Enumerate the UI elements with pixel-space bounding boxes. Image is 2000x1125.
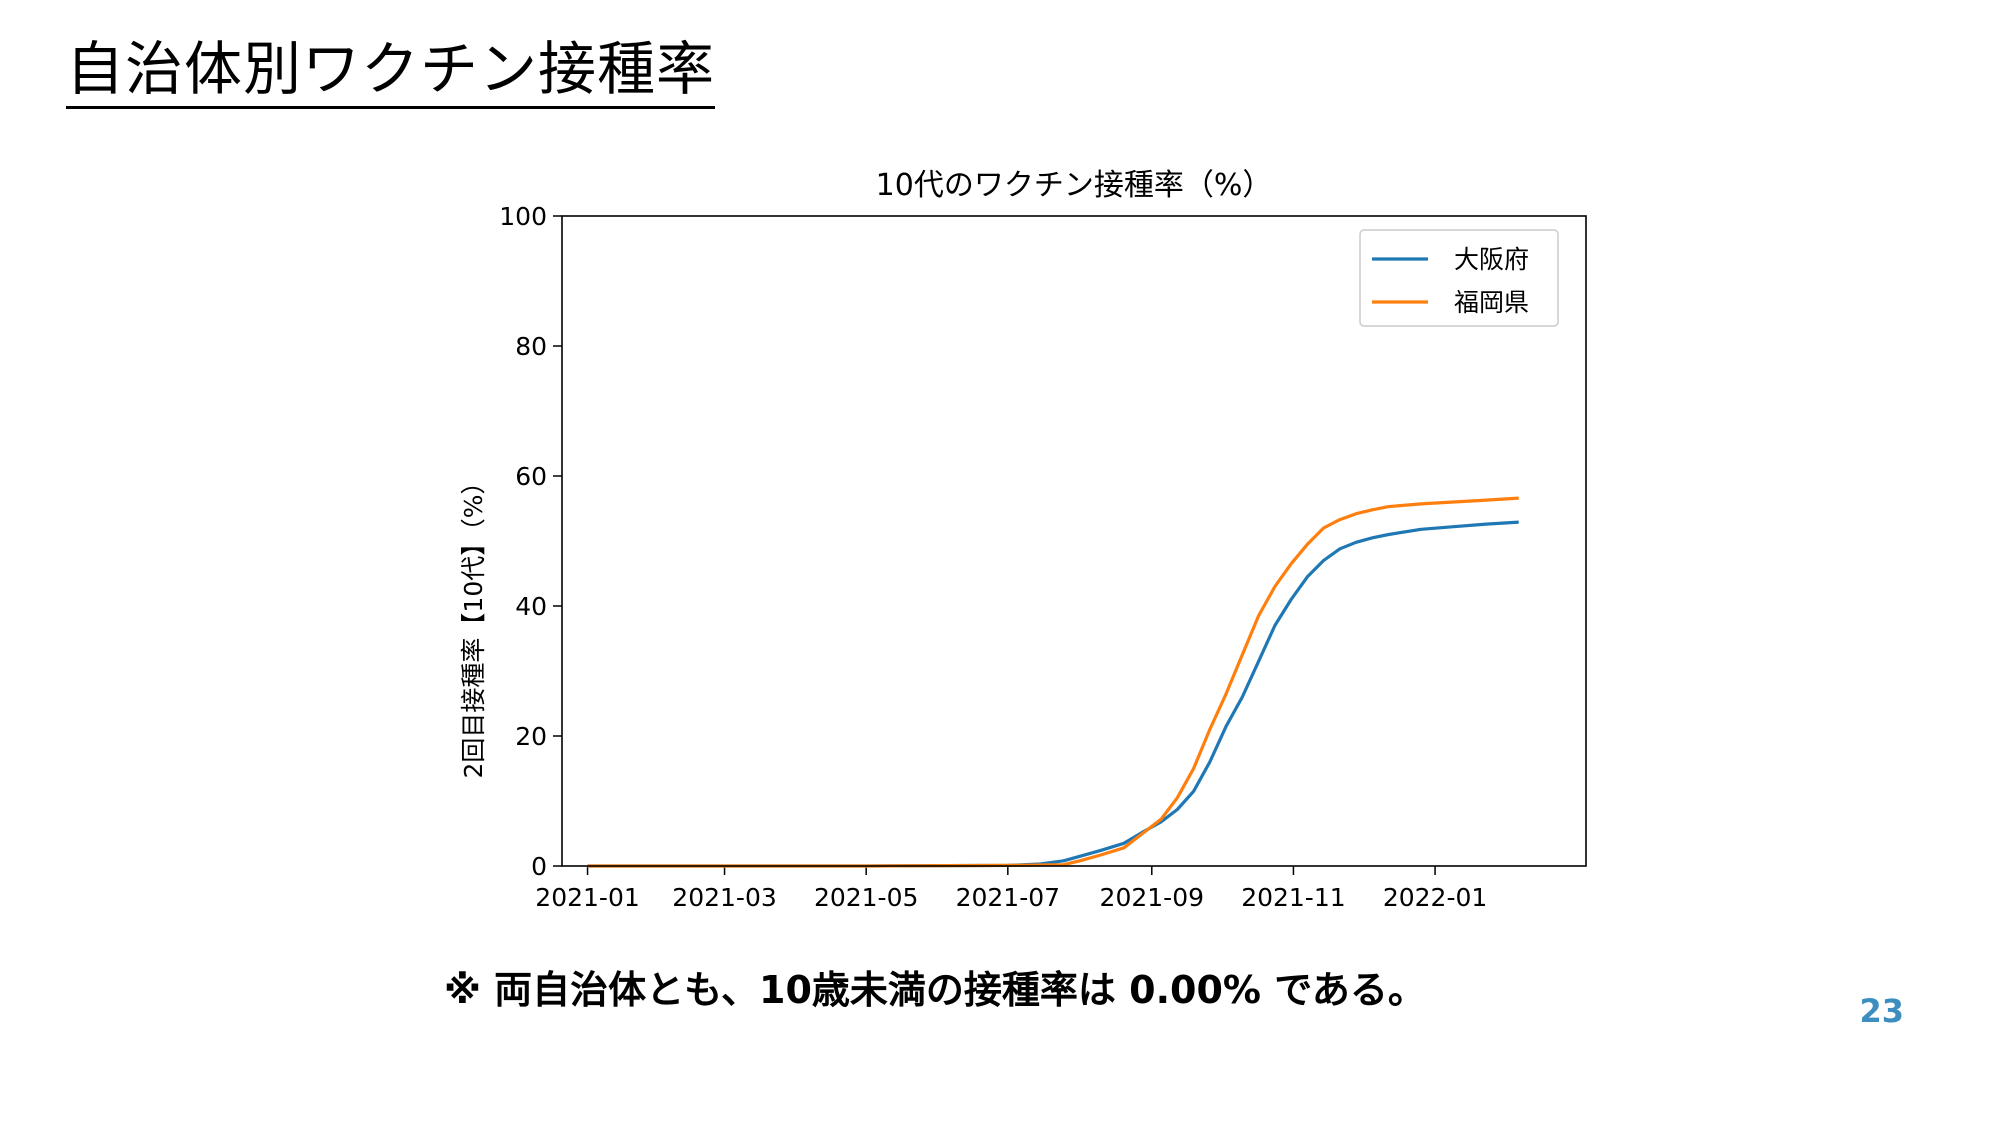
x-tick-label: 2022-01 [1383,883,1487,910]
series-line-1 [587,520,1519,868]
y-tick-label: 20 [515,722,547,751]
x-tick-label: 2021-11 [1241,883,1345,910]
legend-label: 福岡県 [1454,288,1529,317]
y-tick-label: 60 [515,462,547,491]
chart-title: 10代のワクチン接種率（%） [876,168,1273,203]
legend-label: 大阪府 [1454,245,1529,274]
x-tick-label: 2021-05 [814,883,918,910]
line-chart: 10代のワクチン接種率（%） 2回目接種率【10代】（%） 0 20 40 60 80 1… [459,168,1587,910]
y-tick-label: 0 [531,852,547,881]
x-tick-label: 2021-01 [535,883,639,910]
y-tick-label: 100 [499,202,547,231]
x-tick-label: 2021-07 [956,883,1060,910]
x-tick-label: 2021-09 [1100,883,1204,910]
footnote: ※ 両自治体とも、10歳未満の接種率は 0.00% である。 [444,968,1426,1012]
y-tick-label: 40 [515,592,547,621]
y-tick-label: 80 [515,332,547,361]
x-tick-label: 2021-03 [672,883,776,910]
y-axis-label: 2回目接種率【10代】（%） [459,470,488,779]
slide-title: 自治体別ワクチン接種率 [66,37,716,109]
plot-frame [561,215,1587,867]
page-number: 23 [1859,992,1904,1030]
plot-area: 0 20 40 60 80 100 2021-01 2021-03 2021-05 2021-07… [499,202,1519,910]
series-line-2 [587,496,1519,868]
